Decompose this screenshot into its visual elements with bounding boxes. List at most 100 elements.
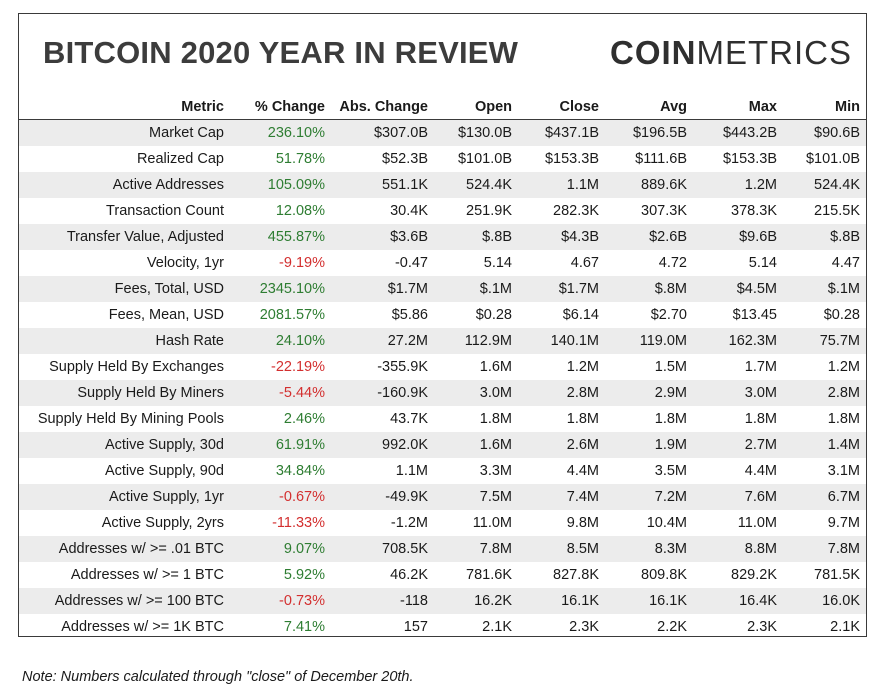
cell-open: 3.3M — [479, 463, 512, 479]
cell-open: $.8B — [434, 224, 518, 250]
cell-abs-change: 30.4K — [390, 203, 428, 219]
cell-avg: 4.72 — [658, 255, 687, 271]
cell-min: 781.5K — [814, 567, 860, 583]
review-card: BITCOIN 2020 YEAR IN REVIEW COINMETRICS … — [18, 13, 867, 637]
cell-open: $.1M — [434, 276, 518, 302]
table-row: Market Cap 236.10% $307.0B $130.0B $437.1B $1… — [19, 119, 866, 146]
cell-open: 524.4K — [434, 172, 518, 198]
cell-pct-change: -9.19% — [279, 255, 325, 271]
cell-avg: 2.2K — [657, 619, 687, 635]
cell-abs-change: 551.1K — [331, 172, 434, 198]
cell-abs-change: $3.6B — [331, 224, 434, 250]
table-header-row: Metric % Change Abs. Change Open Close A… — [19, 94, 866, 120]
cell-pct-change: 2.46% — [283, 411, 325, 427]
cell-close: 827.8K — [553, 567, 599, 583]
cell-metric: Fees, Mean, USD — [108, 307, 224, 323]
cell-pct-change: -0.73% — [230, 588, 331, 614]
cell-min: 9.7M — [827, 515, 860, 531]
cell-abs-change: 27.2M — [331, 328, 434, 354]
cell-pct-change: 455.87% — [230, 224, 331, 250]
cell-close: $153.3B — [544, 151, 599, 167]
cell-abs-change: -1.2M — [390, 515, 428, 531]
cell-min: 2.8M — [783, 380, 866, 406]
header-pct-change: % Change — [230, 94, 331, 120]
cell-pct-change: 61.91% — [230, 432, 331, 458]
cell-avg: $2.6B — [605, 224, 693, 250]
cell-close: $1.7M — [518, 276, 605, 302]
cell-close: 4.67 — [570, 255, 599, 271]
cell-abs-change: -355.9K — [377, 359, 428, 375]
cell-metric: Realized Cap — [136, 151, 224, 167]
cell-avg: $111.6B — [635, 151, 687, 167]
logo-light-text: METRICS — [696, 34, 852, 71]
cell-avg: 10.4M — [646, 515, 687, 531]
cell-open: 3.0M — [434, 380, 518, 406]
cell-open: 5.14 — [483, 255, 512, 271]
cell-pct-change: 105.09% — [230, 172, 331, 198]
cell-metric: Addresses w/ >= 1 BTC — [70, 567, 224, 583]
cell-close: $437.1B — [518, 119, 605, 146]
cell-abs-change: $1.7M — [331, 276, 434, 302]
cell-pct-change: 51.78% — [275, 151, 325, 167]
cell-min: 16.0K — [783, 588, 866, 614]
cell-metric: Supply Held By Mining Pools — [37, 411, 224, 427]
page-title: BITCOIN 2020 YEAR IN REVIEW — [43, 35, 519, 70]
cell-max: 1.2M — [693, 172, 783, 198]
cell-metric: Supply Held By Miners — [19, 380, 230, 406]
cell-open: 7.5M — [434, 484, 518, 510]
cell-abs-change: 992.0K — [331, 432, 434, 458]
cell-min: 7.8M — [783, 536, 866, 562]
cell-max: 7.6M — [693, 484, 783, 510]
cell-abs-change: $5.86 — [391, 307, 428, 323]
cell-avg: 1.9M — [605, 432, 693, 458]
cell-open: 1.6M — [479, 359, 512, 375]
cell-max: 2.3K — [747, 619, 777, 635]
cell-min: $0.28 — [823, 307, 860, 323]
cell-close: 1.2M — [566, 359, 599, 375]
cell-open: 1.8M — [479, 411, 512, 427]
cell-close: 1.1M — [518, 172, 605, 198]
cell-max: $4.5M — [693, 276, 783, 302]
cell-max: 11.0M — [737, 515, 777, 531]
cell-avg: 1.8M — [654, 411, 687, 427]
cell-max: 162.3M — [693, 328, 783, 354]
cell-avg: 8.3M — [605, 536, 693, 562]
header-close: Close — [518, 94, 605, 120]
cell-metric: Transfer Value, Adjusted — [19, 224, 230, 250]
cell-avg: 809.8K — [641, 567, 687, 583]
cell-close: $4.3B — [518, 224, 605, 250]
cell-pct-change: 236.10% — [230, 119, 331, 146]
cell-close: 7.4M — [518, 484, 605, 510]
header-max: Max — [693, 94, 783, 120]
cell-pct-change: 12.08% — [275, 203, 325, 219]
cell-max: 16.4K — [693, 588, 783, 614]
table-row: Fees, Mean, USD 2081.57% $5.86 $0.28 $6.14 $2… — [19, 302, 866, 328]
cell-min: 2.1K — [830, 619, 860, 635]
cell-min: 3.1M — [827, 463, 860, 479]
header-abs-change: Abs. Change — [331, 94, 434, 120]
cell-avg: $196.5B — [605, 119, 693, 146]
cell-abs-change: 1.1M — [395, 463, 428, 479]
cell-pct-change: 2081.57% — [259, 307, 325, 323]
cell-metric: Hash Rate — [19, 328, 230, 354]
cell-abs-change: $52.3B — [382, 151, 428, 167]
table-row: Realized Cap 51.78% $52.3B $101.0B $153.3B $1… — [19, 146, 866, 172]
table-row: Supply Held By Mining Pools 2.46% 43.7K 1.8… — [19, 406, 866, 432]
cell-avg: 2.9M — [605, 380, 693, 406]
cell-min: $90.6B — [783, 119, 866, 146]
table-row: Transaction Count 12.08% 30.4K 251.9K 282.3K… — [19, 198, 866, 224]
table-row: Supply Held By Miners -5.44% -160.9K 3.0M 2.… — [19, 380, 866, 406]
cell-close: 8.5M — [518, 536, 605, 562]
cell-max: $443.2B — [693, 119, 783, 146]
cell-max: 1.7M — [744, 359, 777, 375]
cell-min: 1.2M — [827, 359, 860, 375]
cell-max: 5.14 — [748, 255, 777, 271]
header-metric: Metric — [19, 94, 230, 120]
cell-min: 4.47 — [831, 255, 860, 271]
cell-metric: Transaction Count — [106, 203, 224, 219]
cell-open: 11.0M — [472, 515, 512, 531]
cell-min: 6.7M — [783, 484, 866, 510]
cell-avg: 1.5M — [654, 359, 687, 375]
cell-close: 2.3K — [569, 619, 599, 635]
cell-pct-change: -22.19% — [270, 359, 325, 375]
